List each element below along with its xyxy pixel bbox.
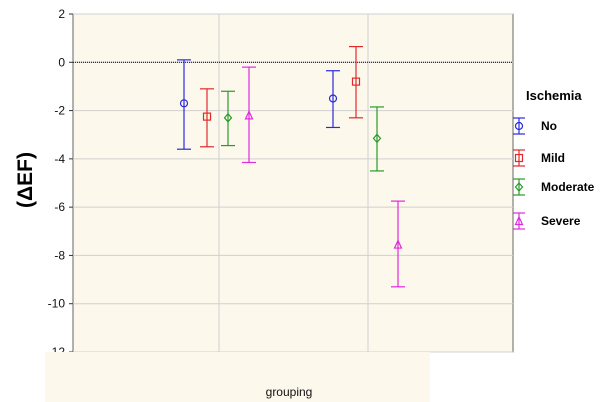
legend-title: Ischemia <box>526 88 582 103</box>
legend-item-mild: Mild <box>513 149 565 167</box>
legend: Ischemia No Mild Moderate Severe <box>513 88 595 230</box>
legend-marker <box>514 215 524 226</box>
error-bar-moderate <box>221 90 235 147</box>
y-axis-label: (ΔEF) <box>14 152 37 208</box>
mean-marker <box>393 239 403 249</box>
y-tick-label: -4 <box>54 152 65 166</box>
mean-marker <box>351 77 361 86</box>
error-bar-mild <box>349 45 363 119</box>
legend-label: No <box>541 119 557 133</box>
x-label-band <box>45 352 430 402</box>
error-bars <box>177 45 405 288</box>
y-axis-ticks: 20-2-4-6-8-10-12 <box>48 7 73 359</box>
legend-marker <box>514 182 524 192</box>
y-tick-label: -10 <box>48 297 66 311</box>
legend-marker <box>514 121 524 131</box>
x-axis-label: grouping <box>266 385 313 399</box>
y-tick-label: 0 <box>58 55 65 69</box>
legend-item-severe: Severe <box>513 212 581 230</box>
error-bar-severe <box>391 200 405 288</box>
mean-marker <box>244 109 254 120</box>
mean-marker <box>179 99 189 108</box>
legend-marker <box>514 153 524 163</box>
legend-label: Severe <box>541 214 581 228</box>
error-bar-severe <box>242 66 256 164</box>
y-tick-label: -6 <box>54 200 65 214</box>
y-tick-label: 2 <box>58 7 65 21</box>
error-bar-moderate <box>370 106 384 172</box>
legend-item-no: No <box>513 117 557 135</box>
error-bar-no <box>177 59 191 150</box>
mean-marker <box>223 112 233 123</box>
mean-marker <box>328 94 338 103</box>
mean-marker <box>202 112 212 121</box>
error-bar-no <box>326 70 340 129</box>
plot-area-background <box>73 14 513 352</box>
legend-label: Mild <box>541 151 565 165</box>
legend-item-moderate: Moderate <box>513 178 595 196</box>
legend-label: Moderate <box>541 180 595 194</box>
mean-marker <box>372 133 382 144</box>
error-bar-mild <box>200 88 214 148</box>
y-tick-label: -8 <box>54 248 65 262</box>
y-tick-label: -2 <box>54 104 65 118</box>
